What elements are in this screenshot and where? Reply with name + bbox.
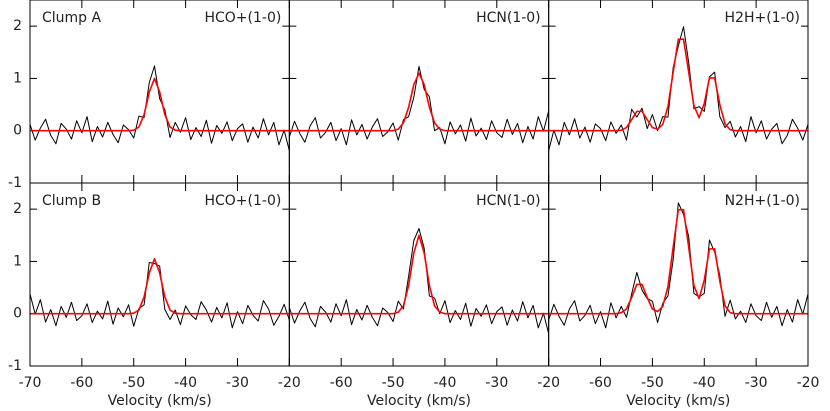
x-tick-label: -20 — [278, 375, 301, 391]
spectrum-line — [289, 72, 549, 132]
line-label: H2H+(1-0) — [725, 10, 800, 26]
x-tick-label: -50 — [382, 375, 405, 391]
x-tick-label: -60 — [330, 375, 353, 391]
line-label: HCN(1-0) — [476, 10, 541, 26]
panel-title: Clump B — [42, 193, 101, 209]
x-tick-label: -20 — [797, 375, 820, 391]
plot-area — [30, 65, 290, 151]
spectrum-line — [548, 202, 809, 329]
y-tick-label: 2 — [13, 18, 22, 34]
line-label: HCO+(1-0) — [204, 10, 281, 26]
x-tick-label: -30 — [226, 375, 249, 391]
spectrum-line — [548, 26, 809, 151]
x-axis-label: Velocity (km/s) — [626, 393, 730, 409]
x-tick-label: -50 — [122, 375, 145, 391]
x-tick-label: -50 — [641, 375, 664, 391]
spectrum-line — [30, 65, 290, 151]
line-label: N2H+(1-0) — [725, 193, 800, 209]
spectrum-line — [548, 208, 808, 315]
x-tick-label: -40 — [693, 375, 716, 391]
panel-frame — [288, 0, 550, 184]
y-tick-label: 0 — [13, 123, 22, 139]
x-axis-label: Velocity (km/s) — [108, 393, 212, 409]
y-tick-label: 1 — [13, 70, 22, 86]
plot-area — [548, 202, 809, 329]
spectrum-line — [289, 65, 549, 146]
x-tick-label: -60 — [70, 375, 93, 391]
plot-area — [548, 26, 809, 151]
spectrum-line — [548, 38, 808, 132]
y-tick-label: 0 — [13, 306, 22, 322]
x-axis-label: Velocity (km/s) — [367, 393, 471, 409]
panel-title: Clump A — [42, 10, 102, 26]
spectrum-line — [30, 258, 290, 315]
y-tick-label: -1 — [8, 358, 22, 374]
line-label: HCN(1-0) — [476, 193, 541, 209]
panel-frame — [548, 0, 809, 184]
line-label: HCO+(1-0) — [204, 193, 281, 209]
x-tick-label: -30 — [485, 375, 508, 391]
spectrum-line — [289, 234, 549, 315]
x-tick-label: -60 — [589, 375, 612, 391]
y-tick-label: -1 — [8, 175, 22, 191]
y-tick-label: 2 — [13, 201, 22, 217]
spectrum-line — [289, 227, 549, 334]
x-tick-label: -70 — [19, 375, 42, 391]
panel-frame — [288, 182, 550, 367]
plot-area — [289, 227, 549, 334]
x-tick-label: -40 — [433, 375, 456, 391]
plot-area — [30, 258, 290, 329]
plot-area — [289, 65, 549, 146]
spectrum-line — [30, 261, 290, 329]
x-tick-label: -30 — [745, 375, 768, 391]
panel-frame — [548, 182, 809, 367]
x-tick-label: -40 — [174, 375, 197, 391]
spectrum-line — [30, 77, 290, 132]
y-tick-label: 1 — [13, 253, 22, 269]
x-tick-label: -20 — [537, 375, 560, 391]
